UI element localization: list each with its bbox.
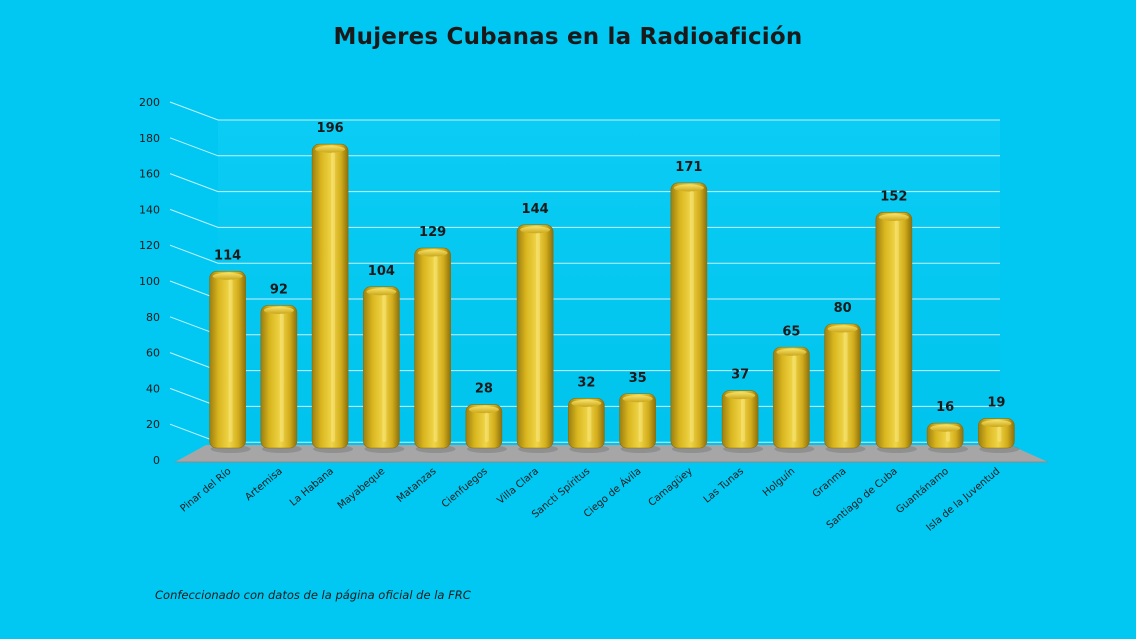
bar [824, 323, 866, 453]
bar [619, 393, 661, 453]
data-label: 144 [522, 202, 549, 217]
bar [209, 270, 251, 453]
x-tick-label: Las Tunas [702, 466, 746, 506]
bar [311, 143, 354, 453]
data-label: 28 [475, 382, 493, 397]
bar [363, 286, 405, 453]
x-axis: Pinar del Río Artemisa La Habana Mayabeque M… [178, 464, 1002, 533]
gridline [169, 208, 1000, 228]
source-note: Confeccionado con datos de la página ofi… [155, 588, 471, 602]
bar [465, 404, 507, 453]
y-tick-label: 40 [146, 382, 160, 395]
gridline [169, 101, 1000, 121]
data-label: 19 [987, 396, 1005, 411]
data-label: 171 [675, 160, 702, 175]
gridline [169, 137, 1000, 157]
bar [568, 398, 610, 453]
y-tick-label: 60 [146, 347, 160, 360]
data-label: 152 [880, 189, 907, 204]
bar [670, 182, 712, 453]
bar [978, 418, 1020, 453]
bar-series [209, 143, 1020, 453]
x-tick-label: Artemisa [243, 466, 284, 503]
data-label: 65 [782, 324, 800, 339]
bar [721, 390, 764, 453]
data-label: 37 [731, 368, 749, 383]
y-tick-label: 120 [139, 239, 160, 252]
data-labels: 114 92 196 104 129 28 144 32 35 171 37 65 80 152 16 19 [214, 121, 1005, 415]
bar [926, 422, 969, 453]
y-tick-label: 80 [146, 311, 160, 324]
bar [875, 212, 917, 453]
plot-floor [175, 445, 1048, 462]
data-label: 16 [936, 400, 954, 415]
y-tick-label: 20 [146, 418, 160, 431]
gridline [169, 244, 1000, 264]
bar [260, 305, 302, 453]
chart-title: Mujeres Cubanas en la Radioafición [333, 24, 803, 50]
y-tick-label: 140 [139, 203, 160, 216]
bar [516, 224, 559, 453]
data-label: 35 [629, 371, 647, 386]
x-tick-label: Holguín [760, 465, 797, 499]
gridline [169, 173, 1000, 193]
data-label: 92 [270, 282, 288, 297]
x-tick-label: Guantánamo [894, 465, 951, 516]
y-tick-label: 0 [153, 454, 160, 467]
x-tick-label: Granma [811, 466, 849, 500]
bar [414, 247, 456, 453]
bar [773, 346, 815, 453]
floor-layer [175, 445, 1048, 463]
y-tick-label: 100 [139, 275, 160, 288]
data-label: 104 [368, 264, 395, 279]
data-label: 32 [577, 375, 595, 390]
data-label: 80 [834, 301, 852, 316]
x-tick-label: Villa Clara [495, 466, 541, 507]
x-tick-label: La Habana [288, 466, 336, 509]
x-tick-label: Pinar del Río [178, 465, 234, 514]
data-label: 114 [214, 248, 241, 263]
y-tick-label: 180 [139, 132, 160, 145]
y-axis: 0 20 40 60 80 100 120 140 160 180 200 [139, 96, 160, 467]
data-label: 196 [317, 121, 344, 136]
x-tick-label: Mayabeque [336, 466, 388, 512]
x-tick-label: Cienfuegos [440, 466, 490, 510]
y-tick-label: 160 [139, 168, 160, 181]
data-label: 129 [419, 225, 446, 240]
x-tick-label: Camagüey [647, 466, 695, 509]
y-tick-label: 200 [139, 96, 160, 109]
x-tick-label: Matanzas [395, 466, 439, 505]
